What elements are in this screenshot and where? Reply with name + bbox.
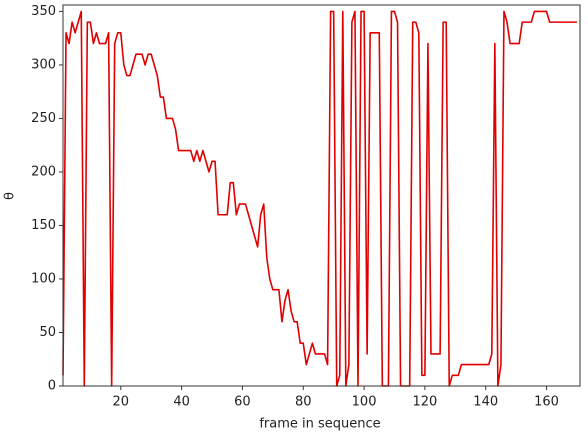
y-tick-label: 0 [48,379,56,394]
x-tick-label: 40 [173,395,190,410]
x-axis-label: frame in sequence [259,417,380,432]
x-tick-label: 160 [534,395,559,410]
y-tick-label: 50 [39,325,56,340]
x-tick-label: 60 [234,395,251,410]
plot-frame [62,4,581,387]
x-tick-label: 140 [473,395,498,410]
x-tick-label: 80 [295,395,312,410]
y-tick-label: 250 [31,111,56,126]
x-tick-label: 20 [113,395,130,410]
y-tick-label: 100 [31,271,56,286]
y-tick-label: 200 [31,164,56,179]
x-tick-label: 100 [352,395,377,410]
y-tick-label: 350 [31,4,56,19]
y-axis-label: θ [3,192,18,200]
y-tick-label: 300 [31,57,56,72]
x-tick-label: 120 [412,395,437,410]
y-tick-label: 150 [31,218,56,233]
data-line [62,10,577,387]
